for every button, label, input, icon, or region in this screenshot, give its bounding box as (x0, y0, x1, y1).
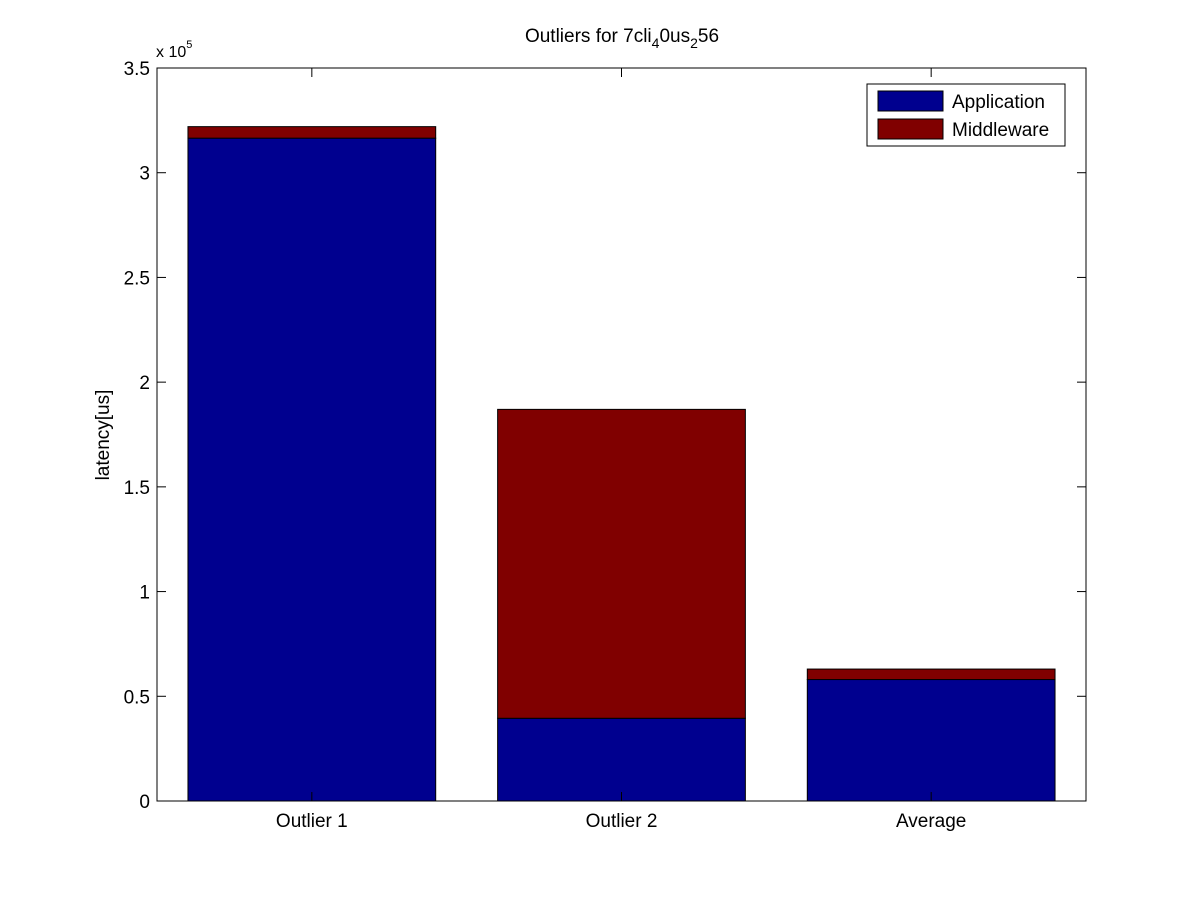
y-tick-label: 1 (139, 583, 150, 604)
bar-application-1 (187, 137, 437, 802)
y-tick-label: 3.5 (124, 59, 150, 80)
y-axis-label: latency[us] (93, 390, 114, 481)
bar-middleware-1 (187, 126, 437, 139)
legend-label-middleware: Middleware (952, 120, 1049, 141)
ticks-layer: Outlier 1 Outlier 2 Average 0 0.5 1 1.5 2 2.5 3 3.… (124, 59, 1086, 832)
legend: Application Middleware (866, 83, 1066, 147)
chart-title: Outliers for 7cli40us256 (525, 26, 719, 51)
y-exponent-label: x 105 (156, 39, 192, 61)
bar-middleware-2 (497, 408, 746, 719)
legend-swatch-middleware (877, 118, 944, 140)
x-tick-label: Outlier 2 (586, 811, 658, 832)
y-tick-label: 2.5 (124, 268, 150, 289)
y-tick-label: 3 (139, 164, 150, 185)
y-tick-label: 1.5 (124, 478, 150, 499)
y-tick-label: 0.5 (124, 687, 150, 708)
y-tick-label: 2 (139, 373, 150, 394)
bar-application-2 (497, 717, 746, 802)
bars-layer (187, 126, 1056, 802)
y-tick-label: 0 (139, 792, 150, 813)
legend-label-application: Application (952, 92, 1045, 113)
legend-swatch-application (877, 90, 944, 112)
bar-application-3 (806, 679, 1056, 802)
x-tick-label: Outlier 1 (276, 811, 348, 832)
bar-middleware-3 (806, 668, 1056, 681)
x-tick-label: Average (896, 811, 966, 832)
